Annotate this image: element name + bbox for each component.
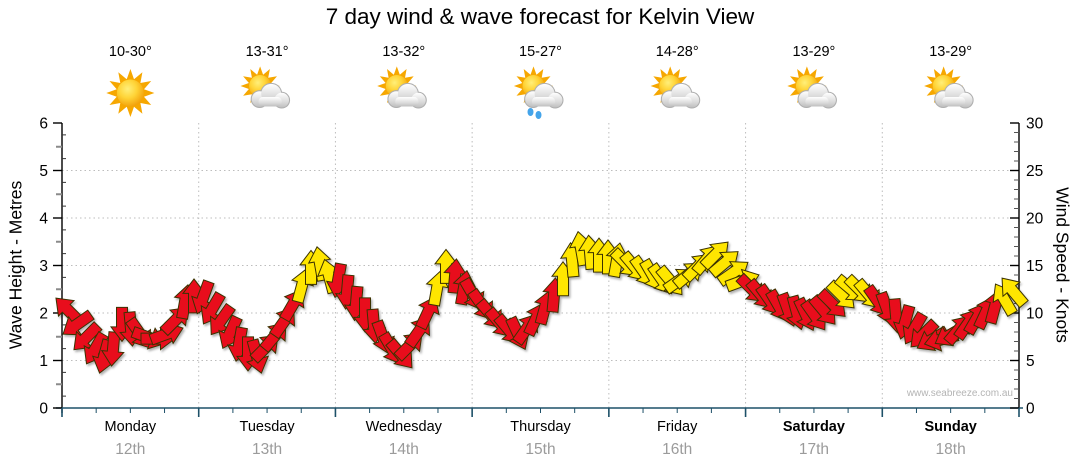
right-tick-label: 15: [1026, 258, 1043, 275]
partly-cloudy-icon: [377, 66, 427, 109]
left-tick-label: 2: [39, 306, 48, 323]
day-date-label: 16th: [662, 441, 693, 458]
sunny-icon: [106, 69, 155, 117]
wind-arrows: [55, 230, 1029, 374]
day-name-label: Wednesday: [365, 419, 442, 435]
left-tick-label: 4: [39, 211, 48, 228]
day-name-label: Tuesday: [239, 419, 295, 435]
temperature-range: 13-32°: [382, 44, 426, 60]
weather-icons: [106, 66, 974, 119]
day-name-label: Sunday: [924, 419, 977, 435]
gridlines: [62, 123, 1019, 408]
day-name-label: Saturday: [782, 419, 845, 435]
day-name-label: Thursday: [510, 419, 571, 435]
wind-arrow: [1001, 277, 1029, 309]
right-tick-label: 30: [1026, 116, 1044, 133]
day-date-label: 13th: [251, 441, 283, 458]
left-tick-label: 6: [39, 116, 48, 133]
page-title: 7 day wind & wave forecast for Kelvin Vi…: [325, 4, 755, 29]
left-tick-label: 3: [39, 258, 48, 275]
left-axis-ticks: 0 1 2 3 4 5 6: [39, 116, 66, 418]
temperature-range: 13-29°: [929, 44, 973, 60]
day-date-label: 15th: [525, 441, 556, 458]
temperature-range: 10-30°: [108, 44, 152, 60]
right-tick-label: 0: [1026, 401, 1035, 418]
x-axis-ticks: [61, 408, 1020, 417]
right-tick-label: 25: [1026, 163, 1043, 180]
temperature-range: 14-28°: [655, 44, 699, 60]
left-tick-label: 0: [39, 401, 48, 418]
partly-cloudy-icon: [787, 66, 837, 109]
day-date-label: 14th: [388, 441, 419, 458]
partly-cloudy-icon: [240, 66, 291, 109]
temperature-range: 15-27°: [519, 44, 562, 60]
right-tick-label: 10: [1026, 306, 1044, 323]
day-date-label: 12th: [115, 441, 146, 458]
partly-cloudy-icon: [924, 66, 974, 109]
day-name-label: Friday: [657, 419, 698, 435]
watermark: www.seabreeze.com.au: [906, 388, 1013, 399]
right-tick-label: 5: [1026, 353, 1035, 370]
day-date-label: 17th: [798, 441, 830, 458]
left-tick-label: 1: [39, 353, 48, 370]
partly-cloudy-icon: [650, 66, 701, 109]
wind-arrow: [62, 309, 95, 336]
temperature-range: 13-31°: [245, 44, 289, 60]
right-axis-ticks: 0 5 10 15 20 25 30: [1010, 116, 1044, 418]
showers-icon: [513, 66, 564, 119]
day-name-label: Monday: [104, 419, 157, 435]
temperature-range: 13-29°: [792, 44, 836, 60]
left-tick-label: 5: [39, 163, 48, 180]
day-date-label: 18th: [935, 441, 966, 458]
right-tick-label: 20: [1026, 211, 1044, 228]
axes: [56, 123, 1023, 413]
